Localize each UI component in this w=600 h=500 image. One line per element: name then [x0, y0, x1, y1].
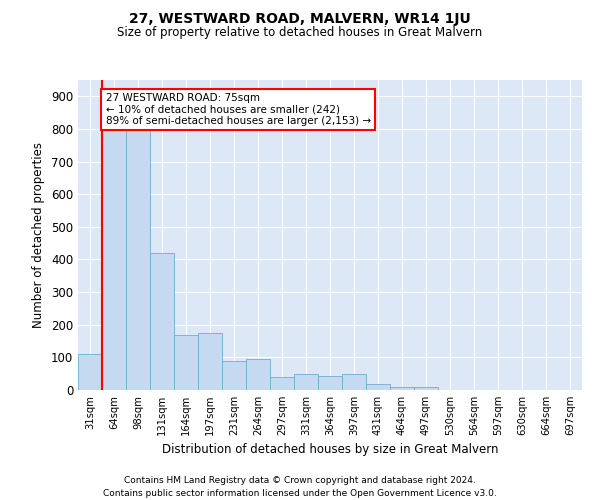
Text: 27 WESTWARD ROAD: 75sqm
← 10% of detached houses are smaller (242)
89% of semi-d: 27 WESTWARD ROAD: 75sqm ← 10% of detache… [106, 93, 371, 126]
Bar [294, 374, 318, 390]
Bar [366, 384, 390, 390]
Bar [222, 360, 246, 390]
Bar [342, 374, 366, 390]
Bar [150, 253, 174, 390]
Bar [390, 386, 414, 390]
Bar [102, 110, 126, 390]
Text: Contains public sector information licensed under the Open Government Licence v3: Contains public sector information licen… [103, 489, 497, 498]
Text: Distribution of detached houses by size in Great Malvern: Distribution of detached houses by size … [162, 442, 498, 456]
Bar [126, 103, 150, 390]
Bar [318, 376, 342, 390]
Text: Contains HM Land Registry data © Crown copyright and database right 2024.: Contains HM Land Registry data © Crown c… [124, 476, 476, 485]
Text: Size of property relative to detached houses in Great Malvern: Size of property relative to detached ho… [118, 26, 482, 39]
Bar [198, 333, 222, 390]
Y-axis label: Number of detached properties: Number of detached properties [32, 142, 46, 328]
Bar [246, 359, 270, 390]
Bar [270, 377, 294, 390]
Bar [78, 354, 102, 390]
Bar [174, 334, 198, 390]
Bar [414, 386, 438, 390]
Text: 27, WESTWARD ROAD, MALVERN, WR14 1JU: 27, WESTWARD ROAD, MALVERN, WR14 1JU [129, 12, 471, 26]
